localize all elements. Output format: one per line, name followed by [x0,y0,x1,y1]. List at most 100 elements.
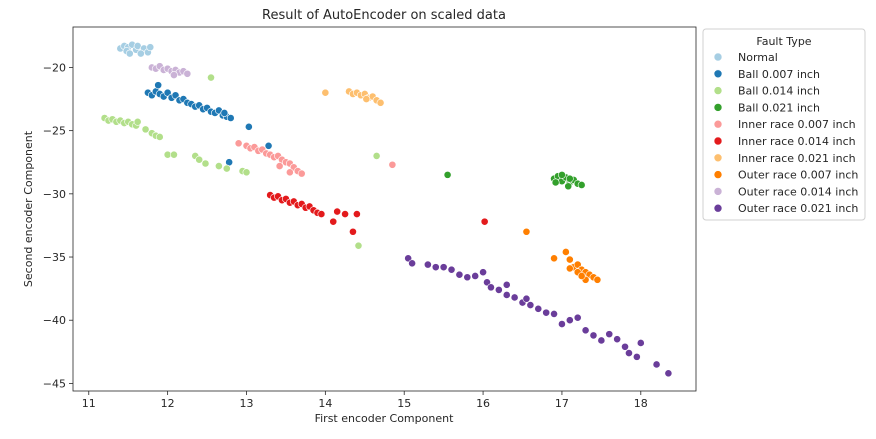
legend: Fault Type Normal Ball 0.007 inch Ball 0.0… [702,28,866,221]
data-point [526,301,535,309]
series-8 [147,62,192,79]
data-point [577,181,586,189]
data-point [333,207,342,216]
y-tick-label: −30 [43,188,66,201]
data-point [341,210,349,218]
series-5 [266,191,489,236]
data-point [605,330,614,339]
series-1 [144,81,273,167]
legend-label: Outer race 0.014 inch [738,185,858,198]
x-tick-label: 15 [397,397,411,410]
series-9 [404,254,673,378]
legend-label: Outer race 0.007 inch [738,169,858,182]
data-point [133,117,142,126]
data-point [354,241,363,250]
data-point [581,326,590,335]
legend-marker [713,170,723,179]
data-point [317,210,326,218]
data-point [321,88,330,97]
data-point [349,227,357,236]
data-point [558,320,566,328]
data-point [439,263,448,272]
data-point [220,109,229,117]
data-point [636,339,645,347]
legend-marker [713,52,723,62]
data-point [589,331,598,340]
data-point [510,293,519,302]
legend-label: Inner race 0.021 inch [738,152,856,165]
data-point [352,210,361,218]
data-point [550,310,558,318]
legend-frame [702,28,866,221]
data-point [297,169,306,178]
data-point [534,304,543,313]
chart-title: Result of AutoEncoder on scaled data [262,8,506,23]
data-point [522,294,531,303]
data-point [244,122,253,131]
data-point [329,217,338,226]
legend-label: Inner race 0.007 inch [738,118,856,131]
legend-marker [713,136,723,146]
y-tick-label: −20 [43,61,66,74]
legend-marker [713,203,723,213]
series-4 [234,139,397,178]
data-point [621,342,629,351]
data-point [565,255,574,264]
legend-label: Ball 0.007 inch [738,68,820,81]
data-point [226,114,235,122]
data-point [494,285,503,294]
data-point [376,98,385,107]
data-point [443,170,452,179]
data-point [183,69,192,78]
data-point [550,254,558,263]
plot-frame [72,26,697,392]
data-point [234,139,243,148]
data-point [480,217,489,226]
data-point [447,265,456,274]
data-point [222,164,231,173]
data-point [502,280,511,289]
data-point [455,270,464,279]
legend-label: Outer race 0.021 inch [738,202,858,215]
x-tick-label: 17 [555,397,569,410]
data-point [264,141,273,150]
data-point [502,291,511,299]
data-point [573,313,582,322]
data-point [593,275,602,284]
data-point [463,273,472,282]
series-2 [100,73,381,250]
data-point [652,360,661,369]
data-point [565,174,574,183]
data-point [423,260,432,269]
y-tick-label: −40 [43,314,66,327]
legend-marker [713,153,723,163]
legend-marker [713,119,723,129]
data-point [141,125,150,134]
legend-label: Inner race 0.014 inch [738,135,856,148]
data-point [558,170,566,179]
data-point [170,71,178,79]
data-point [664,369,673,378]
data-point [632,352,641,361]
data-point [214,162,223,170]
data-point [564,182,573,191]
x-axis: 11 12 13 14 15 16 17 18 [82,391,648,410]
x-tick-label: 13 [239,397,253,410]
data-point [170,150,178,159]
data-point [613,335,622,344]
data-point [597,336,606,345]
data-point [388,160,397,169]
data-point [372,152,381,160]
data-point [625,349,633,357]
data-point [242,168,251,177]
data-point [577,272,586,280]
data-point [195,155,204,164]
series-7 [522,227,602,284]
data-point [207,73,215,82]
legend-label: Ball 0.021 inch [738,101,820,114]
y-axis: −20 −25 −30 −35 −40 −45 [43,61,73,390]
data-point [201,159,210,168]
data-point [125,49,134,58]
data-point [551,178,560,187]
